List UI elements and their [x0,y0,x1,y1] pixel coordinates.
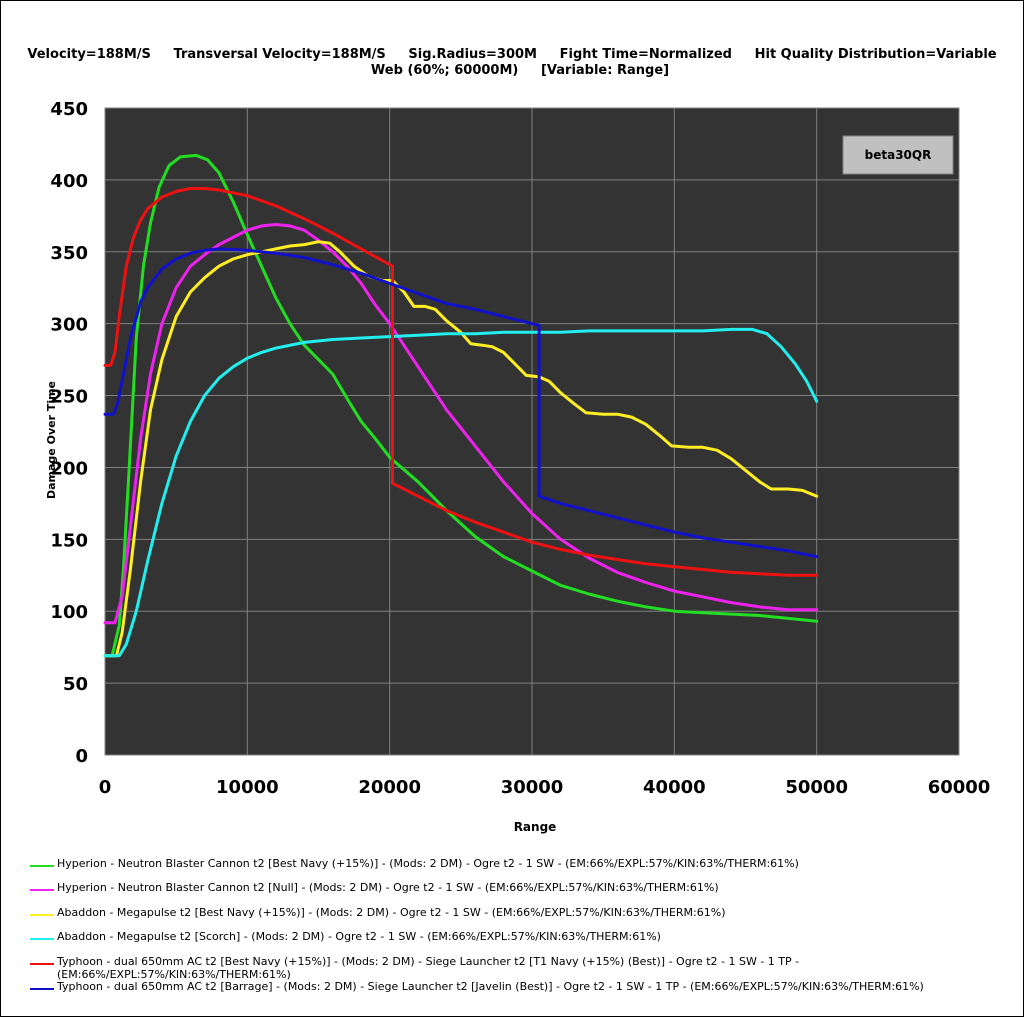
y-tick-label: 200 [50,458,88,479]
watermark-box [842,135,954,175]
legend-swatch [30,889,54,891]
series-line-1 [103,153,819,658]
x-axis-label: Range [514,820,557,834]
legend-label: Typhoon - dual 650mm AC t2 [Barrage] - (… [57,980,924,993]
legend-swatch [30,914,54,916]
y-tick-label: 250 [50,387,88,408]
y-tick-label: 400 [50,171,88,192]
series-line-3 [103,240,819,658]
chart-title-line2: Web (60%; 60000M) [Variable: Range] [370,63,670,78]
y-tick-label: 300 [50,315,88,336]
legend-swatch [30,938,54,940]
legend-swatch [30,963,54,965]
legend-label: Abaddon - Megapulse t2 [Scorch] - (Mods:… [57,930,661,943]
watermark-text: beta30QR [865,148,932,162]
legend-label: Typhoon - dual 650mm AC t2 [Best Navy (+… [57,955,800,981]
y-tick-labels: 0 50 100 150 200 250 300 350 400 450 [50,99,88,767]
legend-label: Hyperion - Neutron Blaster Cannon t2 [Nu… [57,881,719,894]
y-tick-label: 150 [50,530,88,551]
series-line-5 [103,187,819,577]
legend-label: Hyperion - Neutron Blaster Cannon t2 [Be… [57,857,799,870]
series-line-6 [103,247,819,559]
series-line-2 [103,223,819,625]
legend-swatch [30,865,54,867]
x-tick-label: 0 [99,777,112,798]
legend-swatch [30,988,54,990]
y-tick-label: 100 [50,602,88,623]
y-axis-label: Damage Over Time [45,381,58,499]
chart-title-line1: Velocity=188M/S Transversal Velocity=188… [27,47,997,62]
x-tick-label: 10000 [216,777,279,798]
x-tick-labels: 0 10000 20000 30000 40000 50000 60000 [99,777,991,798]
x-tick-label: 20000 [358,777,421,798]
series-layer [103,153,819,658]
y-tick-label: 0 [75,746,88,767]
legend-label: Abaddon - Megapulse t2 [Best Navy (+15%)… [57,906,726,919]
series-line-4 [103,327,819,658]
y-tick-label: 450 [50,99,88,120]
y-tick-label: 50 [63,674,88,695]
x-tick-label: 40000 [643,777,706,798]
x-tick-label: 60000 [928,777,991,798]
y-tick-label: 350 [50,243,88,264]
x-tick-label: 30000 [501,777,564,798]
x-tick-label: 50000 [785,777,848,798]
